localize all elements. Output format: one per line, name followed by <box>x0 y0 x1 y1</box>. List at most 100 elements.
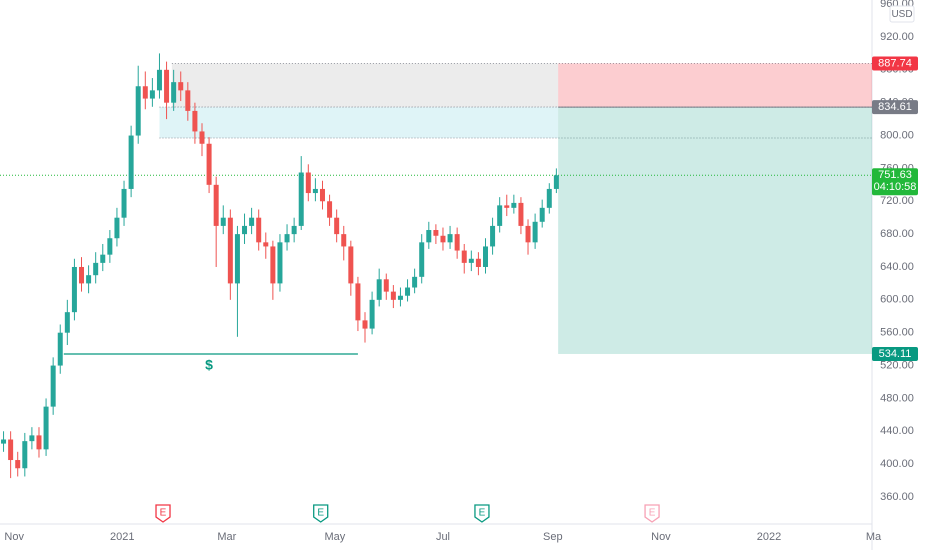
candle-body <box>490 225 496 247</box>
price-tag-label: 751.63 <box>878 169 912 181</box>
earnings-label: E <box>479 508 486 519</box>
candle-body <box>518 202 524 226</box>
candle-body <box>93 262 99 276</box>
x-tick-label: 2022 <box>757 531 781 543</box>
candle-body <box>362 320 368 329</box>
y-tick-label: 440.00 <box>880 425 914 437</box>
candle-body <box>128 135 134 189</box>
earnings-label: E <box>649 508 656 519</box>
candle-body <box>86 275 92 284</box>
candle-body <box>397 295 403 300</box>
candle-body <box>511 202 517 208</box>
candle-body <box>468 258 474 263</box>
candle-body <box>199 131 205 144</box>
candle-body <box>43 406 49 450</box>
candle-body <box>107 238 113 255</box>
price-tag <box>872 168 918 196</box>
candle-body <box>164 69 170 103</box>
candle-body <box>475 258 481 267</box>
candle-body <box>497 205 503 226</box>
currency-box <box>889 5 915 23</box>
candle-body <box>376 279 382 300</box>
candle-body <box>206 143 212 185</box>
countdown: 04:10:58 <box>874 181 917 193</box>
y-tick-label: 400.00 <box>880 458 914 470</box>
earnings-badge <box>474 504 490 523</box>
candle-body <box>135 86 141 136</box>
y-tick-label: 520.00 <box>880 359 914 371</box>
candle-body <box>319 188 325 202</box>
candle-body <box>79 266 85 284</box>
y-tick-label: 640.00 <box>880 261 914 273</box>
candle-body <box>405 287 411 296</box>
candle-body <box>412 276 418 288</box>
candle-body <box>539 207 545 222</box>
candle-body <box>29 435 35 442</box>
y-tick-label: 960.00 <box>880 0 914 10</box>
candle-body <box>1 439 7 444</box>
x-tick-label: Jul <box>436 531 450 543</box>
candle-body <box>121 188 127 218</box>
candle-body <box>305 172 311 194</box>
earnings-badge <box>313 504 329 523</box>
candle-body <box>220 217 226 226</box>
candle-body <box>390 291 396 300</box>
annotation: $ <box>205 356 213 372</box>
candle-body <box>440 235 446 243</box>
candle-body <box>249 217 255 226</box>
candle-body <box>291 225 297 235</box>
candle-body <box>22 441 28 469</box>
currency: USD <box>891 9 912 20</box>
candle-body <box>546 188 552 208</box>
y-tick-label: 360.00 <box>880 491 914 503</box>
earnings-label: E <box>160 508 167 519</box>
y-tick-label: 680.00 <box>880 228 914 240</box>
candle-body <box>277 242 283 284</box>
stop-zone <box>558 63 872 108</box>
candle-body <box>426 230 432 243</box>
target-zone <box>558 107 872 354</box>
candle-body <box>171 82 177 103</box>
x-tick-label: Ma <box>866 531 882 543</box>
y-tick-label: 920.00 <box>880 31 914 43</box>
candle-body <box>369 299 375 329</box>
candle-body <box>178 82 184 91</box>
candle-body <box>334 217 340 235</box>
candle-body <box>298 172 304 226</box>
candle-body <box>461 250 467 263</box>
candle-body <box>504 205 510 208</box>
y-tick-label: 560.00 <box>880 327 914 339</box>
candle-body <box>71 266 77 313</box>
price-tag-label: 834.61 <box>878 101 912 113</box>
x-tick-label: May <box>324 531 345 543</box>
candle-body <box>327 201 333 218</box>
candle-body <box>185 90 191 111</box>
x-tick-label: Mar <box>217 531 236 543</box>
price-tag <box>872 56 918 71</box>
candle-body <box>341 234 347 247</box>
candle-body <box>312 188 318 194</box>
candle-body <box>482 246 488 267</box>
price-tag-label: 887.74 <box>878 57 912 69</box>
candle-body <box>553 175 559 189</box>
candle-body <box>447 234 453 243</box>
x-tick-label: Nov <box>4 531 24 543</box>
candle-body <box>270 246 276 284</box>
y-tick-label: 720.00 <box>880 195 914 207</box>
candle-body <box>8 439 14 461</box>
candle-body <box>284 234 290 243</box>
candle-body <box>57 332 63 366</box>
price-tag <box>872 100 918 115</box>
candle-body <box>454 234 460 251</box>
candle-body <box>433 230 439 236</box>
zone <box>159 107 559 139</box>
candle-body <box>525 225 531 243</box>
zone <box>171 63 559 108</box>
candle-body <box>114 217 120 239</box>
candle-body <box>256 217 262 243</box>
earnings-badge <box>155 504 171 523</box>
y-tick-label: 600.00 <box>880 294 914 306</box>
candle-body <box>242 225 248 235</box>
candle-body <box>263 242 269 247</box>
candle-body <box>419 242 425 277</box>
